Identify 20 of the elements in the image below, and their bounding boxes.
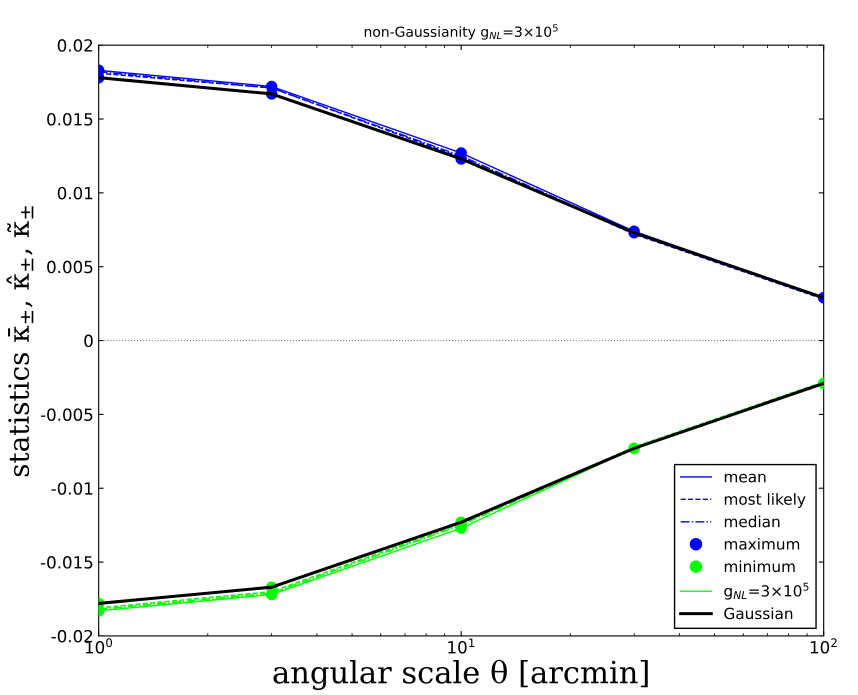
x-tick-label: 10$^{1}$ [448,638,474,654]
y-tick-label: 0.005 [47,260,92,274]
legend-label: Gaussian [724,607,792,620]
y-tick-label: -0.005 [40,408,92,421]
y-tick-label: 0.015 [47,112,92,126]
y-tick-label: 0 [84,334,93,348]
legend-label: g$_{NL}$=3×10$^{5}$ [724,582,808,600]
legend-label: most likely [724,493,806,508]
y-tick-label: 0.02 [58,39,92,52]
y-tick-label: -0.015 [40,556,92,569]
legend-label: mean [724,474,766,482]
x-tick-label: 10$^{2}$ [810,638,837,654]
legend-label: median [724,516,780,528]
y-tick-label: -0.01 [52,482,92,495]
y-axis-title: statistics κ̄$_{±}$, κ̂$_{±}$, κ̃$_{±}$ [6,206,34,476]
legend-label: minimum [724,560,795,572]
chart-title: non-Gaussianity g$_{NL}$=3×10$^{5}$ [364,24,558,40]
x-axis-title: angular scale θ [arcmin] [274,660,648,690]
legend-label: maximum [724,538,800,550]
y-tick-label: 0.01 [58,186,92,200]
